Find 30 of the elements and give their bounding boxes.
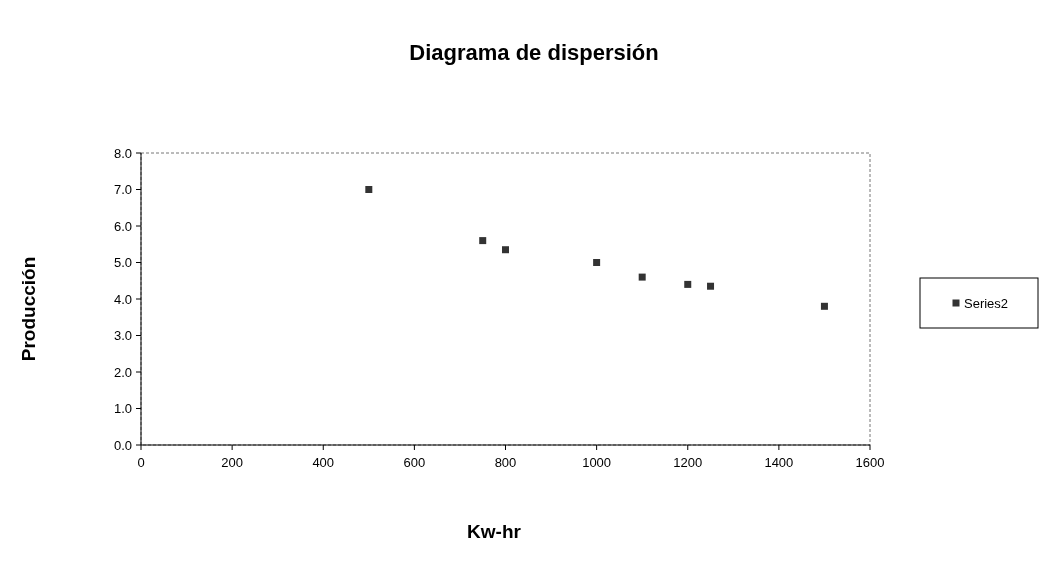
y-tick-label: 0.0: [113, 437, 132, 453]
point: [684, 280, 692, 288]
point: [638, 273, 646, 281]
point: [479, 237, 487, 245]
x-tick-label: 400: [312, 455, 335, 470]
x-tick-label: 200: [221, 455, 243, 470]
y-tick-label: 4.0: [113, 291, 132, 307]
y-tick-label: 5.0: [113, 255, 132, 271]
y-tick-label: 6.0: [113, 218, 132, 234]
y-tick-label: 7.0: [113, 182, 132, 198]
y-tick-label: 3.0: [113, 328, 132, 344]
x-tick-label: 1400: [764, 455, 794, 470]
y-axis-title: Producción: [18, 256, 39, 362]
point: [502, 246, 509, 254]
x-tick-label: 1200: [673, 455, 703, 470]
point: [593, 259, 601, 266]
point: [820, 302, 828, 310]
y-tick-label: 1.0: [113, 401, 132, 417]
x-tick-label: 1000: [582, 455, 612, 470]
y-tick-label: 2.0: [113, 364, 132, 380]
x-tick-label: 600: [403, 455, 426, 470]
x-axis-title: Kw-hr: [467, 521, 522, 542]
x-tick-label: 800: [494, 455, 517, 470]
point: [365, 186, 373, 193]
legend-label: Series2: [964, 295, 1009, 311]
x-tick-label: 1600: [855, 455, 885, 470]
chart-title: Diagrama de dispersión: [409, 40, 659, 65]
y-tick-label: 8.0: [113, 145, 132, 161]
point: [707, 282, 715, 290]
x-tick-label: 0: [137, 455, 145, 470]
